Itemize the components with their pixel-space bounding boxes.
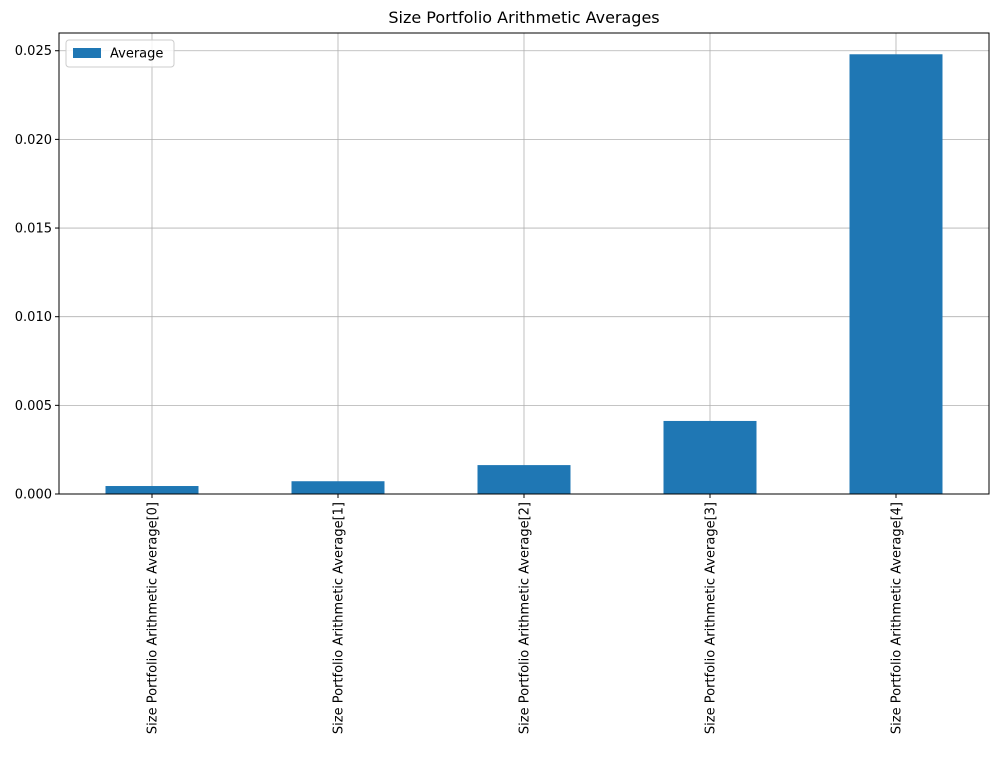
x-tick-label: Size Portfolio Arithmetic Average[1] [332, 502, 347, 734]
plot-area: 0.000 0.005 0.010 0.015 0.020 0.025 Size Portf… [15, 32, 990, 734]
x-tick-label: Size Portfolio Arithmetic Average[2] [518, 502, 533, 734]
y-tick-label: 0.010 [15, 310, 52, 325]
legend-swatch [73, 48, 101, 58]
legend: Average [65, 39, 175, 68]
x-tick-label: Size Portfolio Arithmetic Average[4] [890, 502, 905, 734]
x-tick-label: Size Portfolio Arithmetic Average[3] [704, 502, 719, 734]
y-tick-label: 0.000 [15, 488, 52, 503]
y-tick-label: 0.020 [15, 133, 52, 148]
bar [105, 486, 199, 494]
legend-label: Average [110, 47, 163, 62]
bar [477, 465, 571, 494]
y-tick-label: 0.015 [15, 222, 52, 237]
x-tick-label: Size Portfolio Arithmetic Average[0] [146, 502, 161, 734]
bar [291, 481, 385, 494]
legend-box [65, 39, 175, 68]
y-tick-label: 0.025 [15, 44, 52, 59]
bar [663, 420, 757, 494]
bar [849, 54, 943, 495]
chart-title: Size Portfolio Arithmetic Averages [388, 8, 659, 27]
y-tick-label: 0.005 [15, 399, 52, 414]
